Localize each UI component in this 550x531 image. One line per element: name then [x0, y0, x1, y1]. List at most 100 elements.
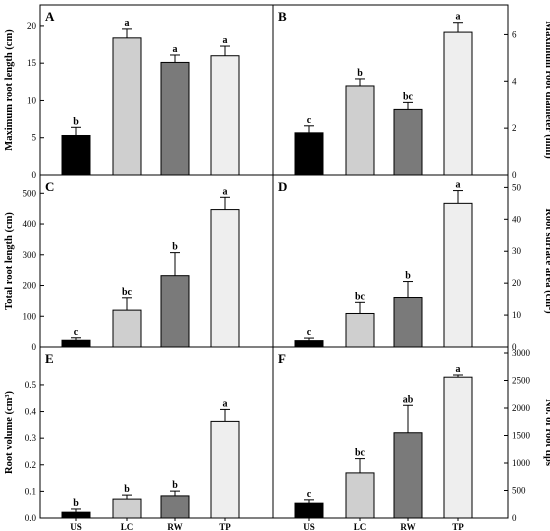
- y-tick-label: 2500: [512, 376, 531, 386]
- x-tick-label: RW: [400, 522, 415, 531]
- bar-tp: [443, 376, 473, 519]
- bar-lc: [112, 37, 142, 176]
- bar-rw: [393, 297, 423, 348]
- y-tick-label: 4: [512, 76, 517, 86]
- y-tick-label: 20: [512, 278, 522, 288]
- x-tick-label: TP: [219, 522, 231, 531]
- y-tick-label: 20: [27, 21, 37, 31]
- y-tick-label: 0: [512, 170, 517, 180]
- significance-label: ab: [403, 394, 414, 405]
- x-tick-label: LC: [121, 522, 134, 531]
- panel-letter: C: [45, 179, 54, 194]
- y-axis-label: Root surface area (cm²): [543, 208, 550, 314]
- bar-rw: [393, 432, 423, 519]
- significance-label: b: [357, 68, 363, 79]
- y-tick-label: 500: [23, 188, 37, 198]
- significance-label: a: [223, 398, 228, 409]
- significance-label: bc: [122, 287, 133, 298]
- significance-label: a: [456, 364, 461, 375]
- x-tick-label: LC: [354, 522, 367, 531]
- x-tick-label: US: [70, 522, 82, 531]
- significance-label: b: [73, 498, 79, 509]
- y-tick-label: 0: [32, 342, 37, 352]
- significance-label: b: [405, 271, 411, 282]
- bar-lc: [345, 85, 375, 176]
- y-tick-label: 40: [512, 214, 522, 224]
- panel-frame: [272, 346, 509, 519]
- y-tick-label: 200: [23, 281, 37, 291]
- significance-label: a: [223, 35, 228, 46]
- significance-label: bc: [403, 91, 414, 102]
- x-tick-label: RW: [167, 522, 182, 531]
- significance-label: c: [307, 489, 312, 500]
- significance-label: bc: [355, 448, 366, 459]
- significance-label: a: [456, 180, 461, 191]
- significance-label: b: [124, 484, 130, 495]
- bar-us: [61, 339, 91, 348]
- significance-label: a: [456, 12, 461, 23]
- panel-b: B 0 2 4 6 Maximum root diameter (mm) c b bc a: [272, 4, 550, 180]
- y-tick-label: 0.3: [25, 433, 37, 443]
- significance-label: a: [223, 186, 228, 197]
- significance-label: b: [73, 116, 79, 127]
- bar-us: [294, 502, 324, 519]
- bar-us: [294, 340, 324, 348]
- bar-rw: [160, 61, 190, 176]
- bar-tp: [210, 420, 240, 519]
- significance-label: c: [307, 115, 312, 126]
- y-tick-label: 400: [23, 219, 37, 229]
- y-tick-label: 2: [512, 123, 517, 133]
- panel-f: F 0 500 1000 1500 2000 2500 3000 No. of root tip…: [272, 346, 550, 531]
- bar-us: [61, 134, 91, 176]
- panel-frame: [272, 174, 509, 348]
- significance-label: b: [172, 242, 178, 253]
- y-tick-label: 0.4: [25, 407, 37, 417]
- y-tick-label: 30: [512, 246, 522, 256]
- y-axis-label: No. of root tips: [543, 399, 550, 466]
- y-tick-label: 0: [512, 513, 517, 523]
- panel-c: C 0 100 200 300 400 500 Total root length (cm) c…: [4, 174, 274, 352]
- y-tick-label: 0.0: [25, 513, 37, 523]
- y-tick-label: 5: [32, 133, 37, 143]
- panel-a: A 0 5 10 15 20 Maximum root length (cm) b a a a: [4, 4, 274, 180]
- bar-us: [61, 511, 91, 519]
- y-tick-label: 0: [32, 170, 37, 180]
- panel-letter: A: [45, 9, 55, 24]
- significance-label: bc: [355, 291, 366, 302]
- bar-lc: [112, 309, 142, 348]
- bar-lc: [345, 472, 375, 519]
- significance-label: a: [125, 18, 130, 29]
- y-axis-label: Maximum root diameter (mm): [543, 21, 550, 159]
- bar-lc: [345, 312, 375, 348]
- bar-rw: [160, 275, 190, 348]
- y-tick-label: 100: [23, 311, 37, 321]
- panel-letter: B: [278, 9, 287, 24]
- y-tick-label: 10: [27, 95, 37, 105]
- panel-letter: D: [278, 179, 287, 194]
- bar-tp: [210, 55, 240, 176]
- significance-label: b: [172, 480, 178, 491]
- panel-e: E 0.0 0.1 0.2 0.3 0.4 0.5 Root volume (cm³) b b b a…: [4, 346, 274, 531]
- y-tick-label: 50: [512, 182, 522, 192]
- bar-rw: [160, 495, 190, 519]
- panel-d: D 0 10 20 30 40 50 Root surface area (cm²) c bc b a: [272, 174, 550, 352]
- significance-label: c: [307, 327, 312, 338]
- bar-tp: [443, 202, 473, 348]
- y-tick-label: 6: [512, 29, 517, 39]
- x-tick-label: TP: [452, 522, 464, 531]
- panel-letter: F: [278, 351, 286, 366]
- y-tick-label: 2000: [512, 403, 531, 413]
- bar-us: [294, 132, 324, 176]
- y-axis-label: Maximum root length (cm): [4, 29, 15, 151]
- y-tick-label: 300: [23, 250, 37, 260]
- y-tick-label: 0.2: [25, 460, 36, 470]
- y-axis-label: Root volume (cm³): [4, 390, 15, 474]
- bar-tp: [210, 209, 240, 348]
- y-axis-label: Total root length (cm): [4, 212, 15, 310]
- y-tick-label: 1000: [512, 458, 531, 468]
- bar-tp: [443, 31, 473, 176]
- y-tick-label: 0: [512, 342, 517, 352]
- significance-label: c: [74, 327, 79, 338]
- y-tick-label: 10: [512, 310, 522, 320]
